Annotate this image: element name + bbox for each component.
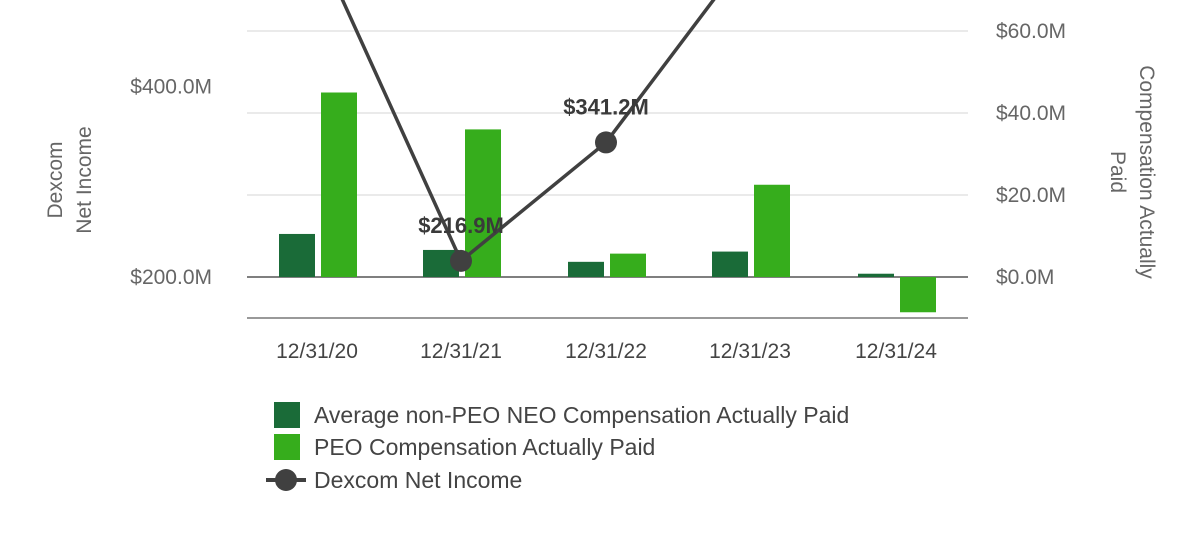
bar-peo-cap: [900, 277, 936, 313]
net-income-point: [595, 131, 617, 154]
legend-label-non-peo-neo-cap: Average non-PEO NEO Compensation Actuall…: [314, 402, 849, 428]
net-income-data-label: $216.9M: [418, 213, 504, 238]
x-tick-label: 12/31/23: [709, 340, 791, 363]
x-tick-label: 12/31/20: [276, 340, 358, 363]
bar-non-peo-neo-cap: [568, 261, 604, 277]
bar-peo-cap: [610, 253, 646, 277]
net-income-data-label: $341.2M: [563, 94, 649, 119]
left-axis: $200.0M$400.0M$600.0M: [130, 75, 212, 289]
x-tick-label: 12/31/22: [565, 340, 647, 363]
bar-peo-cap: [754, 184, 790, 277]
gridlines: [247, 30, 968, 196]
bar-non-peo-neo-cap: [858, 273, 894, 277]
legend-marker-net-income: [275, 469, 297, 491]
legend-swatch-peo-cap: [274, 434, 300, 460]
legend: Average non-PEO NEO Compensation Actuall…: [266, 402, 849, 493]
right-tick-label: $60.0M: [996, 20, 1066, 43]
right-tick-label: $40.0M: [996, 102, 1066, 125]
right-axis: $0.0M $20.0M $40.0M $60.0M: [996, 20, 1066, 289]
zero-baseline: [247, 276, 968, 319]
net-income-point: [450, 249, 472, 272]
bar-non-peo-neo-cap: [279, 233, 315, 277]
x-tick-label: 12/31/21: [420, 340, 502, 363]
axis-titles: Dexcom Net Income Compensation ActuallyPai…: [44, 65, 1158, 279]
x-axis: 12/31/20 12/31/21 12/31/22 12/31/23 12/31/24: [276, 340, 937, 363]
x-tick-label: 12/31/24: [855, 340, 937, 363]
net-income-polyline: [340, 0, 716, 264]
bars: [279, 92, 936, 313]
right-axis-title: Compensation ActuallyPaid: [1106, 65, 1158, 279]
left-tick-label: $200.0M: [130, 266, 212, 289]
legend-swatch-non-peo-neo-cap: [274, 402, 300, 428]
left-axis-title: Dexcom Net Income: [44, 126, 96, 233]
left-tick-label: $400.0M: [130, 75, 212, 98]
right-tick-label: $20.0M: [996, 184, 1066, 207]
legend-label-peo-cap: PEO Compensation Actually Paid: [314, 434, 655, 460]
bar-non-peo-neo-cap: [712, 251, 748, 277]
legend-label-net-income: Dexcom Net Income: [314, 467, 522, 493]
right-tick-label: $0.0M: [996, 266, 1054, 289]
bar-peo-cap: [321, 92, 357, 277]
net-income-line: $549.7M$216.9M$341.2M$541.5M$576.2M: [340, 0, 716, 272]
